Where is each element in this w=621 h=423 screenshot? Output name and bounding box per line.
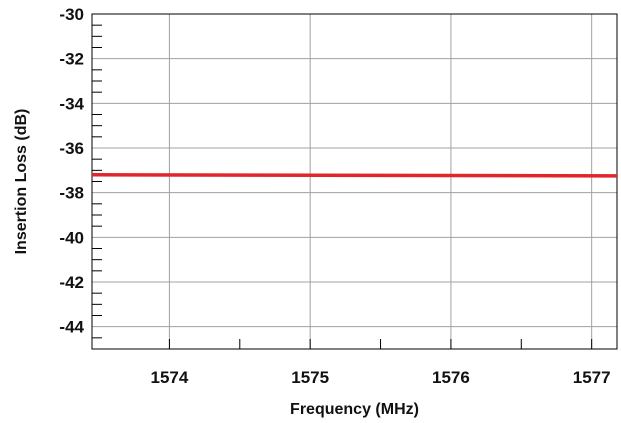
- y-tick-label: -42: [59, 273, 84, 292]
- y-tick-label: -30: [59, 5, 84, 24]
- series-group: [91, 173, 618, 178]
- x-tick-labels: 1574 1575 1576 1577: [150, 368, 610, 387]
- y-tick-labels: -30 -32 -34 -36 -38 -40 -42 -44: [59, 5, 84, 337]
- minor-ticks: [92, 24, 593, 350]
- grid-lines: [92, 14, 617, 349]
- y-tick-label: -44: [59, 318, 84, 337]
- plot-area-frame: [91, 13, 618, 350]
- y-tick-label: -36: [59, 139, 84, 158]
- y-tick-label: -40: [59, 228, 84, 247]
- y-tick-label: -38: [59, 184, 84, 203]
- x-tick-label: 1574: [150, 368, 188, 387]
- x-axis-label: Frequency (MHz): [290, 401, 419, 418]
- x-tick-label: 1576: [432, 368, 470, 387]
- y-tick-label: -34: [59, 94, 84, 113]
- series-line: [91, 173, 618, 178]
- y-tick-label: -32: [59, 50, 84, 69]
- x-tick-label: 1575: [291, 368, 329, 387]
- x-tick-label: 1577: [573, 368, 611, 387]
- y-axis-label: Insertion Loss (dB): [13, 109, 30, 255]
